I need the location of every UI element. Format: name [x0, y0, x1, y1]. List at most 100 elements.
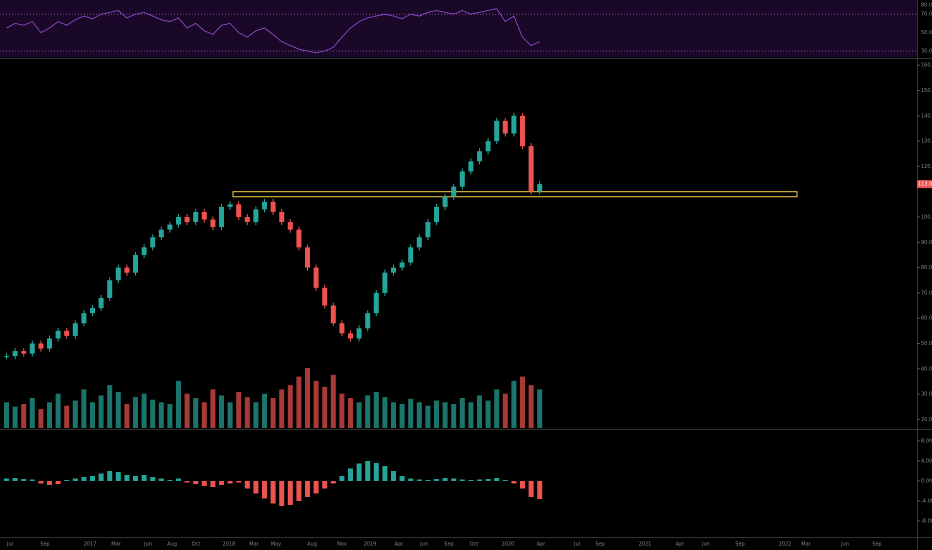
time-label: Jun: [840, 542, 849, 548]
macd-bar: [210, 481, 216, 487]
volume-bar: [305, 368, 310, 428]
volume-bar: [201, 402, 207, 428]
volume-bar: [511, 380, 517, 428]
macd-bar: [416, 479, 422, 481]
macd-bar: [227, 481, 233, 484]
volume-bar: [365, 395, 371, 428]
volume-bar: [382, 397, 388, 428]
volume-bar: [184, 393, 190, 428]
candle-body: [399, 262, 405, 268]
macd-bar: [382, 466, 388, 481]
volume-bar: [270, 398, 276, 428]
volume-bar: [158, 402, 164, 428]
volume-bar: [322, 386, 328, 428]
macd-bar: [150, 477, 156, 481]
rsi-tick-label: 50.00: [921, 30, 932, 36]
candle-body: [47, 338, 52, 349]
candle-body: [219, 206, 224, 228]
time-label: 2022: [779, 542, 792, 548]
time-label: Mar: [801, 542, 811, 548]
candle-body: [408, 247, 414, 263]
macd-bar: [451, 478, 457, 481]
candle-body: [38, 343, 44, 349]
macd-bar: [133, 476, 138, 481]
price-tick-label: 100.00: [921, 215, 932, 221]
candle-body: [425, 222, 431, 238]
volume-bar: [477, 395, 482, 428]
macd-bar: [244, 481, 250, 489]
candle-body: [287, 222, 293, 230]
volume-bar: [520, 376, 525, 428]
price-tick-label: 140.00: [921, 113, 932, 119]
time-label: Apr: [676, 542, 686, 548]
candle-body: [193, 211, 199, 223]
volume-bar: [38, 409, 44, 428]
time-label: Apr: [395, 542, 405, 548]
macd-bar: [296, 481, 302, 501]
candle-body: [141, 247, 147, 255]
candle-body: [391, 267, 396, 273]
macd-bar: [287, 481, 293, 505]
volume-bar: [193, 398, 199, 428]
macd-bar: [236, 481, 242, 483]
candle-body: [81, 313, 87, 324]
macd-bar: [339, 476, 345, 481]
macd-bar: [55, 481, 61, 484]
candle-body: [98, 297, 104, 309]
candle-body: [270, 201, 276, 212]
volume-bar: [210, 389, 216, 428]
volume-bar: [459, 398, 465, 428]
candle-body: [313, 267, 319, 288]
candle-body: [511, 115, 517, 134]
candle-body: [485, 141, 491, 152]
candle-body: [477, 151, 482, 162]
time-label: 2019: [364, 542, 377, 548]
volume-bar: [348, 398, 353, 428]
time-label: Sep: [595, 542, 604, 548]
volume-bar: [528, 385, 534, 428]
rsi-tick-label: 70.00: [921, 12, 932, 18]
candle-body: [279, 211, 285, 223]
volume-bar: [356, 402, 362, 428]
time-label: Mar: [111, 542, 121, 548]
volume-bar: [167, 404, 173, 428]
candle-body: [64, 330, 70, 336]
macd-bar: [322, 481, 328, 489]
candle-body: [382, 272, 388, 293]
macd-bar: [29, 479, 35, 481]
candle-body: [322, 287, 328, 306]
time-label: Oct: [470, 542, 479, 548]
macd-bar: [81, 477, 87, 481]
volume-bar: [485, 400, 491, 428]
candle-body: [520, 115, 525, 147]
candle-body: [416, 237, 422, 248]
candle-body: [158, 229, 164, 238]
time-label: May: [271, 542, 281, 548]
macd-bar: [38, 481, 44, 484]
volume-bar: [468, 402, 474, 428]
volume-bar: [12, 406, 18, 428]
range-box: [232, 191, 798, 198]
macd-bar: [520, 481, 525, 489]
time-label: Sep: [872, 542, 881, 548]
macd-bar: [4, 478, 9, 481]
time-label: Oct: [192, 542, 201, 548]
macd-bar: [434, 479, 439, 481]
candle-body: [459, 171, 465, 187]
volume-bar: [219, 395, 224, 428]
price-tick-label: 20.00: [921, 417, 932, 423]
macd-bar: [279, 481, 285, 506]
volume-bar: [425, 405, 431, 428]
volume-bar: [4, 402, 9, 428]
macd-bar: [477, 479, 482, 481]
rsi-pane: [0, 0, 917, 57]
rsi-line: [6, 8, 540, 54]
price-tick-label: 150.00: [921, 88, 932, 94]
macd-bar: [262, 481, 267, 499]
time-label: Jul: [573, 542, 580, 548]
macd-bar: [313, 481, 319, 494]
candle-body: [330, 305, 336, 324]
candle-body: [107, 280, 113, 298]
macd-bar: [537, 481, 543, 499]
macd-bar: [64, 480, 70, 481]
